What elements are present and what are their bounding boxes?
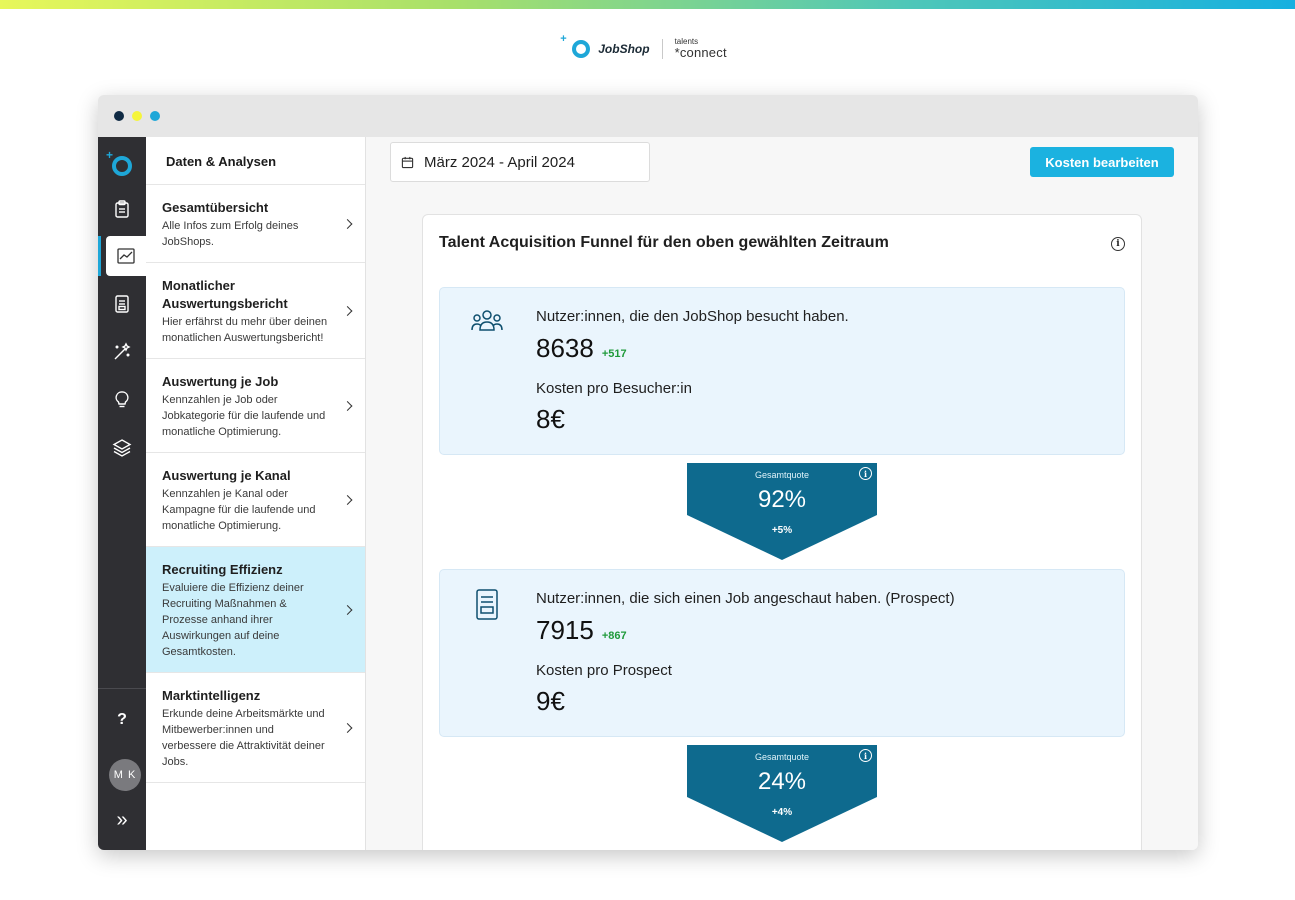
nav-item-marktintelligenz[interactable]: Marktintelligenz Erkunde deine Arbeitsmä… [146,673,365,783]
nav-item-monatlicher-bericht[interactable]: Monatlicher Auswertungsbericht Hier erfä… [146,263,365,359]
expand-sidebar-icon[interactable]: » [116,809,128,831]
chevron-right-icon [342,494,353,505]
icon-rail: + ? M K » [98,137,146,850]
chart-trend-icon[interactable] [106,236,146,276]
nav-item-desc: Kennzahlen je Job oder Jobkategorie für … [162,394,326,438]
svg-text:+: + [106,149,113,162]
chevron-right-icon [342,218,353,229]
window-dot-blue[interactable] [150,111,160,121]
chevron-right-icon [342,722,353,733]
nav-item-desc: Alle Infos zum Erfolg deines JobShops. [162,220,299,248]
nav-item-recruiting-effizienz[interactable]: Recruiting Effizienz Evaluiere die Effiz… [146,547,365,673]
calendar-icon [401,156,414,168]
edit-costs-button[interactable]: Kosten bearbeiten [1030,147,1174,177]
window-dot-navy[interactable] [114,111,124,121]
nav-item-title: Marktintelligenz [162,688,261,703]
nav-item-gesamtuebersicht[interactable]: Gesamtübersicht Alle Infos zum Erfolg de… [146,185,365,263]
rail-active-indicator [98,236,101,276]
card-title: Talent Acquisition Funnel für den oben g… [439,234,889,251]
funnel-rate-value: 24% [757,768,807,795]
funnel-rate-value: 92% [757,486,807,513]
gradient-top-bar [0,0,1295,9]
date-range-value: März 2024 - April 2024 [424,153,575,171]
stage-delta: +867 [601,630,627,642]
jobshop-wordmark: JobShop [598,41,650,56]
app-logo-icon[interactable]: + [106,148,134,177]
chevron-right-icon [342,400,353,411]
funnel-card: Talent Acquisition Funnel für den oben g… [422,214,1142,850]
chevron-right-icon [342,604,353,615]
nav-item-desc: Erkunde deine Arbeitsmärkte und Mitbewer… [162,708,325,768]
nav-item-title: Gesamtübersicht [162,200,269,215]
brand-divider [661,38,663,59]
avatar[interactable]: M K [109,759,141,791]
stage-cost-label: Kosten pro Prospect [536,662,672,679]
stage-label: Nutzer:innen, die den JobShop besucht ha… [536,308,849,325]
funnel-rate-arrow: Gesamtquote 24% +4% i [687,745,877,842]
funnel-stage-visitors: Nutzer:innen, die den JobShop besucht ha… [439,287,1125,455]
nav-item-desc: Hier erfährst du mehr über deinen monatl… [162,316,328,344]
info-icon[interactable]: i [859,467,872,480]
info-icon[interactable]: i [859,749,872,762]
lightbulb-icon[interactable] [98,380,146,420]
rail-divider [98,688,146,689]
nav-item-auswertung-kanal[interactable]: Auswertung je Kanal Kennzahlen je Kanal … [146,453,365,547]
date-range-picker[interactable]: März 2024 - April 2024 [390,142,650,182]
nav-item-desc: Kennzahlen je Kanal oder Kampagne für di… [162,488,316,532]
nav-item-title: Auswertung je Job [162,374,279,389]
nav-item-desc: Evaluiere die Effizienz deiner Recruitin… [162,582,304,658]
stage-label: Nutzer:innen, die sich einen Job angesch… [536,590,955,607]
stage-cost-value: 9€ [536,686,565,716]
subnav-title: Daten & Analysen [146,137,365,185]
nav-item-title: Auswertung je Kanal [162,468,291,483]
info-icon[interactable]: i [1111,237,1125,251]
magic-wand-icon[interactable] [98,332,146,372]
funnel-rate-label: Gesamtquote [754,470,810,480]
stage-delta: +517 [601,348,627,360]
document-icon[interactable] [98,284,146,324]
nav-item-auswertung-job[interactable]: Auswertung je Job Kennzahlen je Job oder… [146,359,365,453]
funnel-rate-delta: +5% [771,525,793,536]
window-titlebar [98,95,1198,137]
users-group-icon [471,310,503,331]
nav-item-title: Recruiting Effizienz [162,562,283,577]
brand-header: + JobShop talents *connect [0,33,1295,60]
funnel-rate-arrow: Gesamtquote 92% +5% i [687,463,877,560]
layers-icon[interactable] [98,428,146,468]
clipboard-icon[interactable] [98,189,146,229]
chevron-right-icon [342,305,353,316]
funnel-stage-prospects: Nutzer:innen, die sich einen Job angesch… [439,569,1125,737]
main-content: März 2024 - April 2024 Kosten bearbeiten… [366,137,1198,850]
stage-cost-value: 8€ [536,404,565,434]
stage-value: 7915 +867 [536,615,627,645]
stage-value: 8638 +517 [536,333,627,363]
jobshop-logo-icon: + [560,33,591,58]
funnel-rate-label: Gesamtquote [754,752,810,762]
funnel-rate-delta: +4% [771,807,793,818]
stage-cost-label: Kosten pro Besucher:in [536,380,692,397]
help-icon[interactable]: ? [117,711,127,728]
nav-item-title: Monatlicher Auswertungsbericht [162,278,288,311]
app-window: + ? M K » Daten & Analysen Ges [98,95,1198,850]
document-icon [476,589,498,620]
analytics-subnav: Daten & Analysen Gesamtübersicht Alle In… [146,137,366,850]
talents-connect-logo: talents *connect [674,37,727,60]
window-dot-yellow[interactable] [132,111,142,121]
